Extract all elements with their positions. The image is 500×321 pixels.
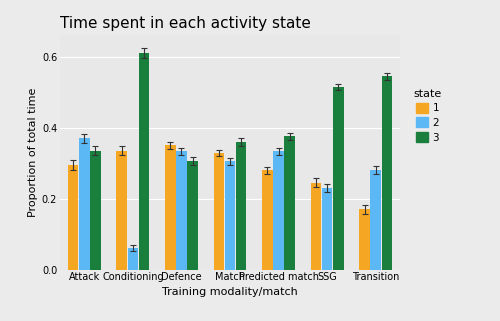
Bar [79, 138, 90, 270]
Legend: 1, 2, 3: 1, 2, 3 [410, 85, 444, 146]
Bar [262, 170, 272, 270]
Bar [138, 53, 149, 270]
Bar [68, 165, 78, 270]
Bar [274, 152, 284, 270]
Bar [333, 87, 344, 270]
Bar [214, 153, 224, 270]
Bar [176, 152, 186, 270]
Bar [382, 76, 392, 270]
Text: Time spent in each activity state: Time spent in each activity state [60, 16, 311, 31]
X-axis label: Training modality/match: Training modality/match [162, 287, 298, 297]
Bar [224, 161, 235, 270]
Bar [310, 183, 322, 270]
Bar [359, 209, 370, 270]
Bar [284, 136, 295, 270]
Y-axis label: Proportion of total time: Proportion of total time [28, 88, 38, 217]
Bar [116, 151, 127, 270]
Bar [165, 145, 175, 270]
Bar [370, 170, 381, 270]
Bar [188, 161, 198, 270]
Bar [236, 142, 246, 270]
Bar [128, 248, 138, 270]
Bar [90, 151, 101, 270]
Bar [322, 188, 332, 270]
